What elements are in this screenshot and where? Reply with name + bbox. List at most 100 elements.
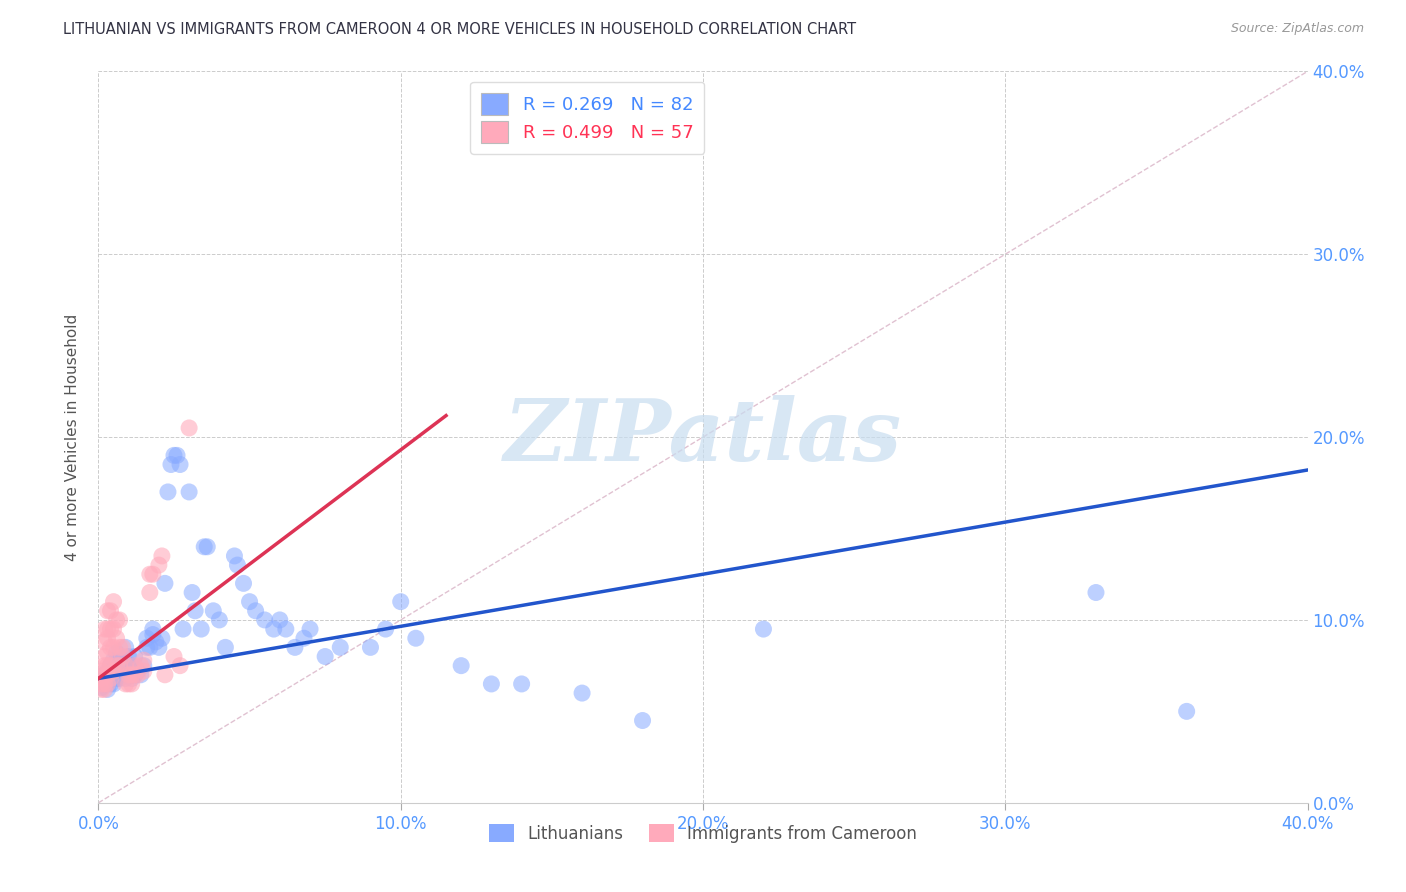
Point [571,686,593,700]
Point [153,667,176,681]
Point [96,677,118,691]
Point [90,664,112,678]
Text: LITHUANIAN VS IMMIGRANTS FROM CAMEROON 4 OR MORE VEHICLES IN HOUSEHOLD CORRELATI: LITHUANIAN VS IMMIGRANTS FROM CAMEROON 4… [63,22,856,37]
Point [100,640,122,655]
Point [142,627,165,641]
Point [292,632,315,646]
Point [121,672,143,686]
Point [114,672,136,686]
Point [121,667,143,681]
Point [100,672,122,686]
Point [111,640,134,655]
Point [90,681,112,695]
Point [96,604,118,618]
Point [93,667,115,681]
Point [96,672,118,686]
Point [752,622,775,636]
Point [232,576,254,591]
Point [114,658,136,673]
Point [103,664,125,678]
Point [96,664,118,678]
Point [510,677,533,691]
Point [127,667,149,681]
Point [631,714,654,728]
Point [160,458,183,472]
Point [190,622,212,636]
Point [405,632,427,646]
Point [93,658,115,673]
Legend: Lithuanians, Immigrants from Cameroon: Lithuanians, Immigrants from Cameroon [482,817,924,849]
Point [118,667,141,681]
Point [129,667,152,681]
Point [124,658,146,673]
Point [169,458,191,472]
Point [103,653,125,667]
Point [166,448,188,462]
Point [103,667,125,681]
Point [226,558,249,573]
Point [284,640,307,655]
Point [114,677,136,691]
Point [253,613,276,627]
Point [105,613,128,627]
Point [179,421,201,435]
Point [129,658,152,673]
Point [96,667,118,681]
Text: ZIPatlas: ZIPatlas [503,395,903,479]
Point [100,677,122,691]
Point [360,640,382,655]
Point [314,649,336,664]
Point [111,658,134,673]
Point [269,613,291,627]
Point [121,677,143,691]
Point [90,672,112,686]
Point [121,658,143,673]
Point [90,682,112,697]
Point [139,585,162,599]
Point [148,640,170,655]
Point [114,640,136,655]
Point [181,585,204,599]
Point [132,664,155,678]
Point [93,649,115,664]
Point [118,664,141,678]
Point [208,613,231,627]
Point [132,653,155,667]
Point [105,632,128,646]
Point [108,613,131,627]
Point [145,635,167,649]
Point [135,640,157,655]
Point [214,640,236,655]
Point [124,667,146,681]
Point [193,540,215,554]
Point [93,667,115,681]
Point [108,640,131,655]
Point [114,658,136,673]
Point [179,485,201,500]
Point [105,658,128,673]
Point [103,622,125,636]
Point [150,632,173,646]
Point [245,604,267,618]
Point [93,635,115,649]
Point [299,622,322,636]
Point [132,658,155,673]
Point [118,677,141,691]
Point [105,658,128,673]
Point [450,658,472,673]
Point [169,658,191,673]
Point [172,622,194,636]
Point [93,677,115,691]
Point [90,672,112,686]
Point [150,549,173,563]
Point [142,622,165,636]
Point [96,632,118,646]
Point [1085,585,1108,599]
Point [96,646,118,660]
Point [100,658,122,673]
Point [135,632,157,646]
Point [111,649,134,664]
Point [142,567,165,582]
Point [274,622,297,636]
Point [93,682,115,697]
